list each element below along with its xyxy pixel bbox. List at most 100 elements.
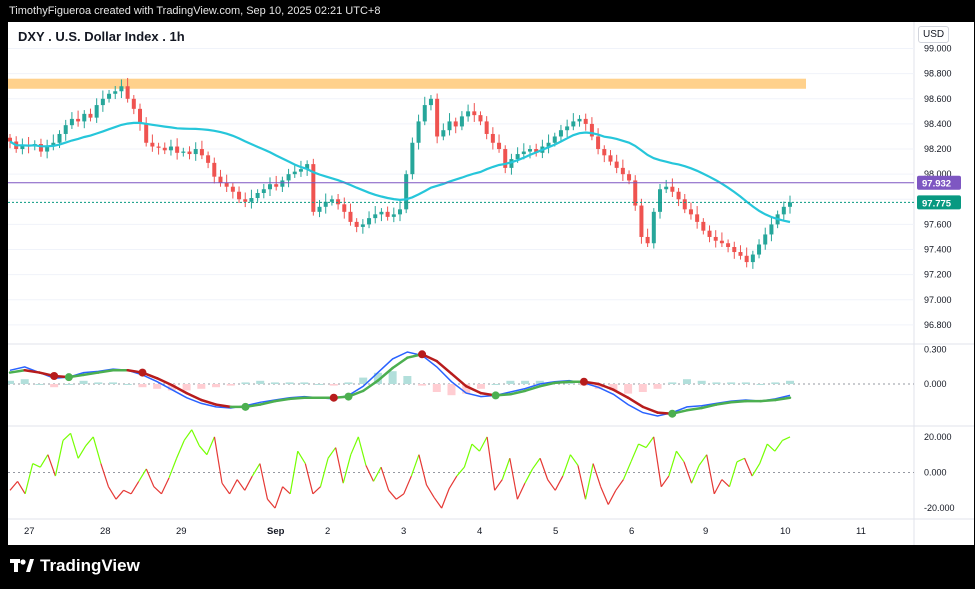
signal-line-segment <box>288 396 306 401</box>
oscillator-segment <box>62 432 71 441</box>
macd-histogram-bar <box>212 384 221 388</box>
osc-tick-label: 0.000 <box>924 468 947 478</box>
price-tick-label: 97.200 <box>924 270 952 280</box>
oscillator-segment <box>706 454 715 494</box>
candle-body <box>218 176 223 183</box>
oscillator-segment <box>282 486 291 495</box>
oscillator-segment <box>77 445 87 459</box>
oscillator-segment <box>486 436 496 491</box>
candle-body <box>571 121 576 127</box>
oscillator-segment <box>607 490 617 505</box>
oscillator-segment <box>267 498 276 509</box>
signal-line-segment <box>170 383 188 395</box>
oscillator-segment <box>600 486 609 505</box>
currency-button[interactable]: USD <box>918 26 950 43</box>
time-tick-label: 6 <box>629 526 634 537</box>
oscillator-segment <box>410 454 420 477</box>
candle-body <box>274 184 279 187</box>
macd-histogram-bar <box>359 377 368 384</box>
candle-body <box>360 224 365 227</box>
signal-line-segment <box>361 379 380 393</box>
oscillator-segment <box>251 463 261 477</box>
oscillator-segment <box>395 493 405 500</box>
last-price-badge <box>917 195 961 210</box>
signal-line-segment <box>82 371 100 377</box>
time-tick-label: 11 <box>856 526 866 537</box>
oscillator-segment <box>236 479 246 491</box>
macd-histogram-bar <box>462 384 471 394</box>
oscillator-segment <box>516 482 526 500</box>
candle-body <box>688 209 693 215</box>
candle-body <box>336 199 341 205</box>
candle-body <box>311 164 316 212</box>
macd-histogram-bar <box>226 384 235 386</box>
candle-body <box>453 121 458 127</box>
oscillator-segment <box>372 466 382 482</box>
candle-body <box>490 133 495 143</box>
macd-histogram-bar <box>197 384 206 389</box>
candle-body <box>614 161 619 168</box>
candle-body <box>88 113 93 118</box>
candle-body <box>478 115 483 122</box>
macd-histogram-bar <box>64 384 73 385</box>
macd-histogram-bar <box>712 382 721 384</box>
signal-line-segment <box>8 369 26 374</box>
oscillator-segment <box>418 454 428 486</box>
candle-body <box>131 98 136 109</box>
oscillator-segment <box>274 486 284 509</box>
candle-body <box>329 199 334 202</box>
candle-body <box>738 252 743 256</box>
candle-body <box>354 221 359 227</box>
oscillator-segment <box>138 468 147 482</box>
macd-histogram-bar <box>344 382 353 384</box>
candle-body <box>670 186 675 192</box>
oscillator-segment <box>259 463 269 500</box>
price-tick-label: 99.000 <box>924 44 952 54</box>
macd-histogram-bar <box>727 382 736 384</box>
oscillator-segment <box>319 458 329 487</box>
macd-histogram-bar <box>741 382 750 384</box>
candle-body <box>168 146 173 151</box>
candle-body <box>528 149 532 152</box>
signal-line-segment <box>626 396 645 409</box>
oscillator-segment <box>744 458 753 477</box>
tradingview-logo[interactable]: TradingView <box>10 556 140 576</box>
oscillator-segment <box>168 458 178 479</box>
time-tick-label: 9 <box>703 526 708 537</box>
candle-body <box>298 169 303 172</box>
oscillator-segment <box>388 489 397 500</box>
macd-histogram-bar <box>138 384 147 388</box>
oscillator-segment <box>532 457 541 470</box>
candle-body <box>534 149 539 153</box>
signal-line-segment <box>553 380 571 385</box>
chart-svg[interactable]: 99.00098.80098.60098.40098.20098.00097.8… <box>8 22 974 545</box>
candle-body <box>373 214 378 219</box>
candle-body <box>286 174 291 181</box>
macd-cross-dot <box>668 409 677 418</box>
candle-body <box>651 211 656 244</box>
candle-body <box>695 214 700 222</box>
oscillator-segment <box>577 465 587 500</box>
candle-body <box>348 211 353 222</box>
candle-body <box>707 230 712 237</box>
signal-line-segment <box>185 391 203 402</box>
oscillator-segment <box>691 465 700 484</box>
oscillator-segment <box>380 466 390 491</box>
price-tick-label: 98.000 <box>924 169 952 179</box>
macd-histogram-bar <box>506 380 515 384</box>
macd-histogram-bar <box>565 382 574 384</box>
chart-panel[interactable]: DXY . U.S. Dollar Index . 1h USD 99.000 9… <box>8 22 974 545</box>
candle-body <box>100 98 105 106</box>
oscillator-segment <box>425 484 435 498</box>
candle-body <box>682 199 687 210</box>
candle-body <box>435 98 440 137</box>
macd-histogram-bar <box>535 380 544 384</box>
signal-line-segment <box>200 398 218 406</box>
oscillator-segment <box>145 468 155 487</box>
candle-body <box>645 236 650 244</box>
macd-histogram-bar <box>329 384 338 386</box>
candle-body <box>261 189 266 193</box>
oscillator-segment <box>782 436 791 442</box>
candle-body <box>416 121 421 143</box>
signal-line-segment <box>464 385 483 395</box>
